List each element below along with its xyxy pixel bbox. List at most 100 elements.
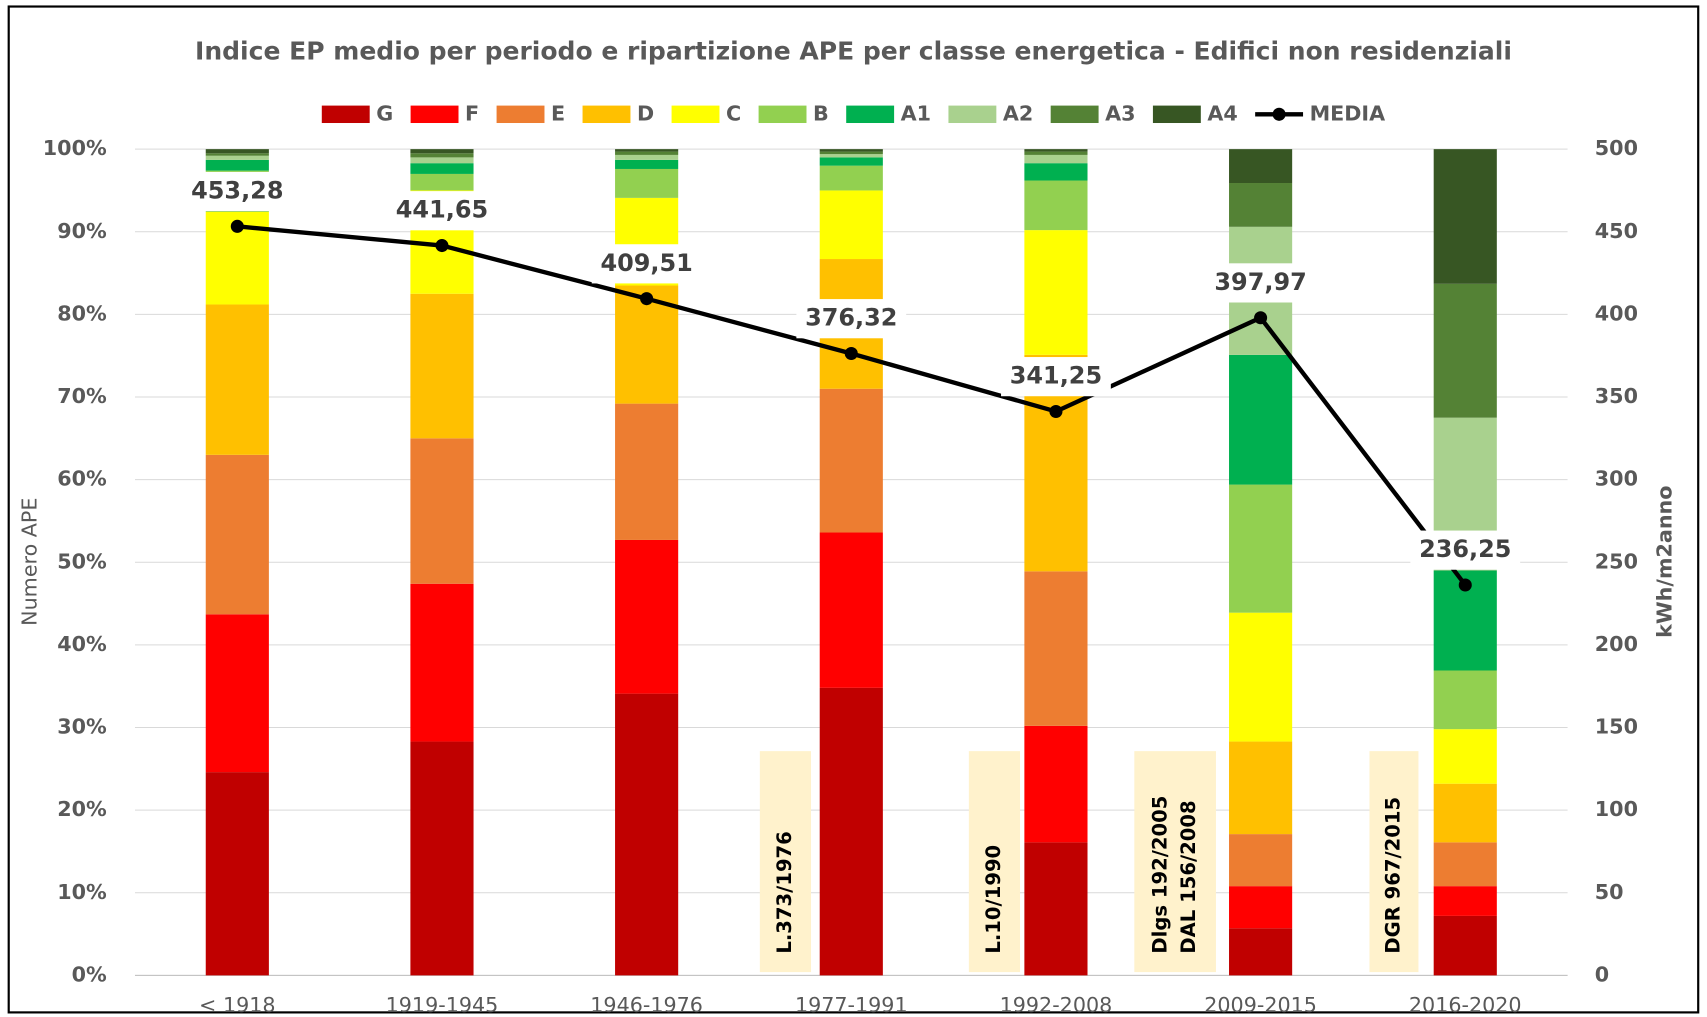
bar-segment (410, 293, 474, 439)
line-marker (435, 239, 449, 253)
bar-segment (1433, 886, 1497, 916)
y2-tick-label: 450 (1595, 219, 1638, 243)
y-tick-label: 20% (57, 797, 107, 821)
value-label-bg (796, 299, 907, 339)
y2-tick-label: 250 (1595, 549, 1638, 573)
y2-tick-label: 50 (1595, 880, 1624, 904)
value-label: 409,51 (600, 249, 692, 277)
bar-segment (205, 153, 269, 156)
bar-segment (1024, 842, 1088, 976)
line-marker (1049, 404, 1063, 419)
value-label: 441,65 (396, 196, 488, 224)
bar-segment (1024, 154, 1088, 164)
bar-segment (819, 154, 883, 158)
y-axis-label: Numero APE (17, 498, 41, 626)
legend-marker (1272, 107, 1286, 121)
bar-segment (410, 741, 474, 976)
bar-segment (410, 438, 474, 584)
bar-segment (205, 149, 269, 154)
bar-segment (205, 155, 269, 160)
x-tick-label: < 1918 (199, 993, 276, 1017)
bar-segment (410, 153, 474, 158)
bar-segment (819, 165, 883, 191)
y-tick-label: 40% (57, 632, 107, 656)
annotation-text: L.10/1990 (982, 845, 1005, 954)
y2-tick-label: 300 (1595, 467, 1638, 491)
bar-segment (410, 157, 474, 164)
bar-segment (1024, 230, 1088, 355)
bar-segment (1024, 163, 1088, 181)
bar-segment (1229, 741, 1293, 835)
bar-segment (1433, 149, 1497, 284)
legend-label: A4 (1207, 101, 1237, 125)
annotation-box (1369, 751, 1419, 973)
bar-segment (1433, 915, 1497, 976)
value-label: 341,25 (1010, 362, 1102, 390)
bar-segment (1433, 670, 1497, 730)
bar-segment (819, 687, 883, 976)
y2-tick-label: 400 (1595, 301, 1638, 325)
y2-axis-label: kWh/m2anno (1653, 486, 1677, 638)
x-tick-label: 2016-2020 (1409, 993, 1522, 1017)
bar-segment (410, 163, 474, 174)
y-tick-label: 70% (57, 384, 107, 408)
legend-swatch (948, 105, 997, 124)
legend-swatch (1152, 105, 1201, 124)
x-tick-label: 1977-1991 (795, 993, 908, 1017)
bar-segment (205, 614, 269, 773)
chart-title: Indice EP medio per periodo e ripartizio… (195, 36, 1512, 65)
bar-segment (410, 149, 474, 154)
annotation-text: DGR 967/2015 (1381, 797, 1404, 954)
bar-segment (819, 190, 883, 260)
legend-label: C (726, 101, 741, 125)
annotation-text: L.373/1976 (773, 831, 796, 953)
bar-segment (615, 151, 679, 155)
bar-segment (1229, 886, 1293, 929)
annotation-box (759, 751, 812, 973)
legend-swatch (410, 105, 459, 124)
legend-label: A2 (1003, 101, 1033, 125)
legend-swatch (582, 105, 631, 124)
x-tick-label: 1919-1945 (386, 993, 499, 1017)
line-marker (640, 292, 654, 306)
y2-tick-label: 150 (1595, 715, 1638, 739)
legend-label: A3 (1105, 101, 1135, 125)
x-tick-label: 1946-1976 (590, 993, 703, 1017)
legend-label: B (813, 101, 829, 125)
y2-tick-label: 500 (1595, 136, 1638, 160)
bar-segment (1229, 149, 1293, 184)
y2-tick-label: 100 (1595, 797, 1638, 821)
legend-swatch (846, 105, 895, 124)
y2-tick-label: 200 (1595, 632, 1638, 656)
y-tick-label: 90% (57, 219, 107, 243)
bar-segment (615, 154, 679, 160)
legend-swatch (496, 105, 545, 124)
bar-segment (615, 159, 679, 169)
legend: G F E D C B A1 A2 A3 A4 MEDIA (321, 101, 1386, 125)
value-label-bg (1410, 530, 1521, 570)
value-label: 236,25 (1419, 535, 1511, 563)
bar-segment (1433, 783, 1497, 843)
bar-segment (615, 149, 679, 152)
y2-tick-label: 350 (1595, 384, 1638, 408)
annotation-text: Dlgs 192/2005 (1148, 796, 1171, 954)
bar-segment (1024, 151, 1088, 155)
y-tick-label: 60% (57, 467, 107, 491)
bar-segment (205, 304, 269, 455)
bar-segment (1229, 928, 1293, 976)
legend-label: MEDIA (1310, 101, 1386, 125)
bar-segment (819, 532, 883, 688)
y-tick-label: 100% (43, 136, 107, 160)
value-label-bg (591, 244, 702, 284)
value-label-bg (1205, 263, 1316, 303)
value-label: 376,32 (805, 304, 897, 332)
y2-tick-label: 0 (1595, 962, 1609, 986)
bar-segment (1229, 354, 1293, 485)
y-tick-label: 0% (72, 962, 107, 986)
value-label-bg (387, 191, 497, 231)
legend-swatch (1050, 105, 1099, 124)
bar-segment (205, 159, 269, 171)
value-label-bg (1001, 357, 1111, 397)
bar-segment (819, 149, 883, 152)
